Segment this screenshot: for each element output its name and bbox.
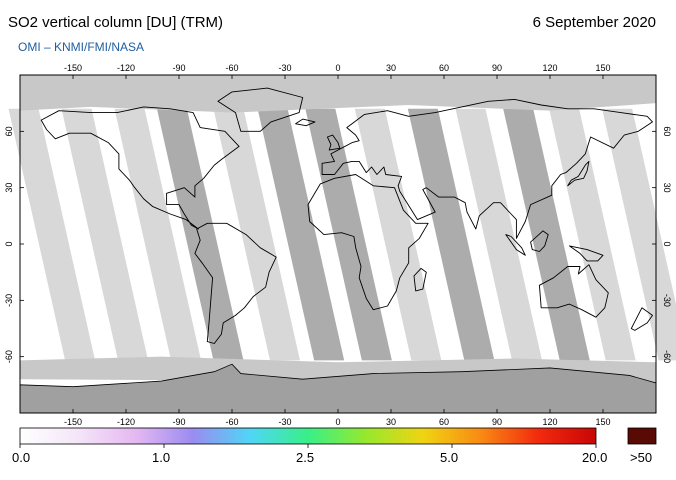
coastline-eurasia [321, 98, 653, 239]
swath-stripe [257, 108, 345, 361]
lat-tick-label-left: 0 [4, 241, 14, 246]
figure-date: 6 September 2020 [532, 14, 656, 31]
lon-tick-label-top: -90 [172, 63, 185, 73]
colorbar-tick-label: 1.0 [152, 450, 171, 465]
coastline-sumatra [505, 234, 526, 256]
coastline-iceland [295, 118, 316, 127]
coastline-africa [307, 174, 429, 311]
coastline-madagascar [413, 267, 427, 292]
lon-tick-label-bottom: 60 [439, 417, 449, 427]
coastline-new-zealand [630, 307, 653, 331]
lat-tick-label-right: -30 [662, 294, 672, 307]
coastline-australia [538, 264, 609, 318]
lat-tick-label-left: 30 [4, 183, 14, 193]
swath-stripe [213, 108, 300, 361]
swath-stripe [61, 108, 149, 361]
lon-tick-label-top: 150 [595, 63, 610, 73]
lon-tick-label-top: 90 [492, 63, 502, 73]
coastline-borneo [530, 230, 549, 252]
lon-tick-label-bottom: 90 [492, 417, 502, 427]
coastline-uk [326, 134, 341, 151]
swath-stripe [354, 108, 442, 361]
lon-tick-label-top: -150 [64, 63, 82, 73]
figure-title: SO2 vertical column [DU] (TRM) [8, 14, 224, 31]
lon-tick-label-top: 120 [542, 63, 557, 73]
coastline-japan [567, 160, 590, 187]
swath-stripe [156, 108, 244, 361]
overflow-swatch [627, 427, 657, 445]
swath-stripe [455, 108, 543, 361]
colorbar-tick-label: 20.0 [582, 450, 608, 465]
lon-tick-label-bottom: -120 [117, 417, 135, 427]
coastline-south-america [194, 222, 277, 344]
swath-stripe [602, 108, 676, 361]
lon-tick-label-bottom: -60 [225, 417, 238, 427]
colorbar-tick-label: 5.0 [440, 450, 459, 465]
colorbar-tick-label: 2.5 [296, 450, 315, 465]
lon-tick-label-top: 30 [386, 63, 396, 73]
lon-tick-label-top: -30 [278, 63, 291, 73]
swath-stripe [549, 108, 636, 361]
credit-line: OMI – KNMI/FMI/NASA [18, 40, 145, 54]
lat-tick-label-left: -30 [4, 294, 14, 307]
lon-tick-label-bottom: -90 [172, 417, 185, 427]
lon-tick-label-top: 0 [335, 63, 340, 73]
coastline-north-america [40, 106, 240, 230]
lat-tick-label-right: 30 [662, 183, 672, 193]
lon-tick-label-bottom: 30 [386, 417, 396, 427]
lon-tick-label-top: 60 [439, 63, 449, 73]
swath-stripe [8, 108, 96, 361]
lon-tick-label-top: -120 [117, 63, 135, 73]
colorbar-tick-label: 0.0 [12, 450, 31, 465]
north-polar-band [20, 75, 656, 113]
lat-tick-label-right: 0 [662, 241, 672, 246]
lon-tick-label-bottom: 0 [335, 417, 340, 427]
lat-tick-label-left: -60 [4, 350, 14, 363]
lat-tick-label-right: -60 [662, 350, 672, 363]
swath-stripe [503, 108, 590, 361]
swath-stripe [114, 108, 202, 361]
lon-tick-label-bottom: 150 [595, 417, 610, 427]
lon-tick-label-bottom: -150 [64, 417, 82, 427]
swath-stripe [407, 108, 495, 361]
coastline-greenland [217, 87, 304, 132]
lat-tick-label-left: 60 [4, 126, 14, 136]
overflow-label: >50 [630, 450, 653, 465]
lat-tick-label-right: 60 [662, 126, 672, 136]
lon-tick-label-bottom: -30 [278, 417, 291, 427]
colorbar-gradient [19, 427, 597, 445]
lon-tick-label-bottom: 120 [542, 417, 557, 427]
lon-tick-label-top: -60 [225, 63, 238, 73]
coastline-new-guinea [568, 245, 604, 262]
